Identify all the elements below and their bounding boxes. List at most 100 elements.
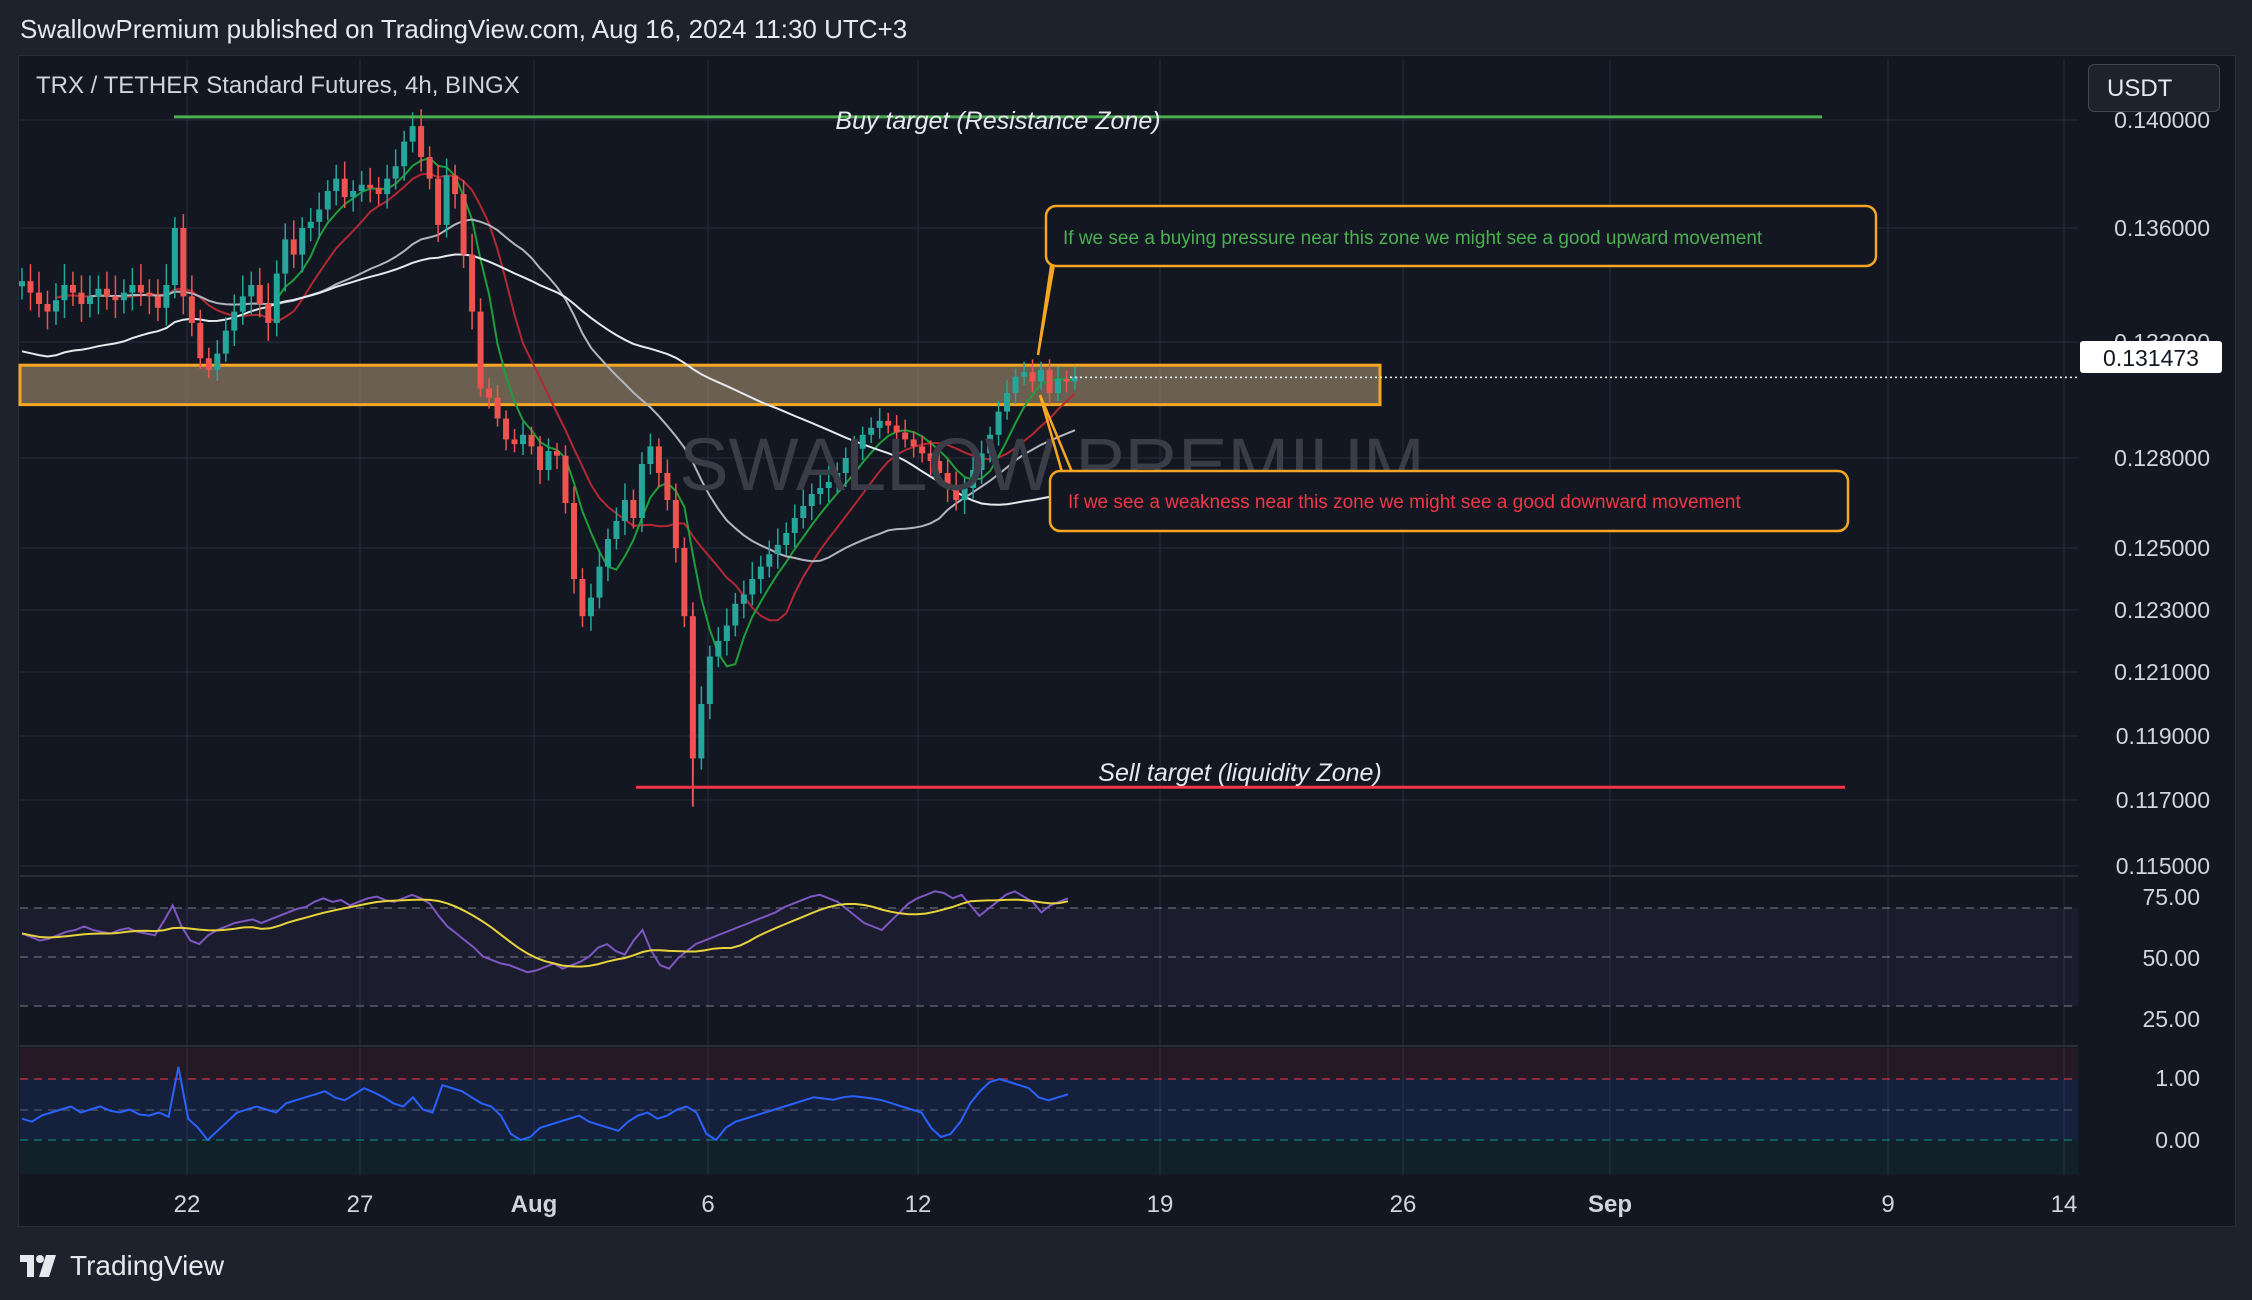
rsi-line [21,890,1069,974]
candle-body [231,311,238,331]
candle-body [1004,393,1011,412]
candle-body [248,285,255,297]
candle-body [995,411,1002,435]
candle-body [791,518,798,533]
tradingview-brand: TradingView [70,1250,225,1281]
candle-body [146,292,153,297]
time-tick-label: 12 [905,1191,932,1218]
price-tick-label: 0.136000 [2114,215,2210,241]
candle-body [944,473,951,488]
rsi-level-label: 75.00 [2142,884,2200,910]
last-price-badge [2080,341,2222,373]
candle-body [86,296,93,304]
candle-body [1029,372,1036,382]
candle-body [120,292,127,301]
candle-body [205,358,212,370]
candle-body [596,566,603,598]
candle-body [987,434,994,454]
candle-body [1038,369,1045,382]
price-tick-label: 0.125000 [2114,535,2210,561]
candle-body [808,494,815,506]
time-tick-label: Sep [1588,1191,1632,1218]
candle-body [834,473,841,482]
candle-body [520,434,527,445]
candle-body [214,353,221,370]
currency-button[interactable]: USDT [2088,64,2220,112]
candle-body [316,209,323,222]
candle-body [477,311,484,389]
osc-band-bot [20,1140,2078,1174]
candle-body [435,178,442,225]
candle-body [503,418,510,440]
candle-body [486,388,493,398]
candle-body [494,397,501,419]
candle-body [613,521,620,539]
candle-body [188,296,195,323]
osc-level-label: 1.00 [2155,1065,2200,1091]
candle-body [19,281,25,287]
candle-body [706,656,713,704]
candle-body [570,503,577,579]
price-tick-label: 0.115000 [2116,853,2210,879]
time-tick-label: 14 [2051,1191,2078,1218]
price-axis: 0.1400000.1360000.1330000.1280000.125000… [2114,107,2210,879]
candle-body [1055,379,1062,394]
candle-body [511,439,518,445]
price-tick-label: 0.119000 [2116,723,2210,749]
candle-body [44,304,51,312]
candle-body [910,439,917,447]
candle-body [825,482,832,488]
osc-band-top [20,1048,2078,1079]
up-callout-box [1044,204,1878,268]
candle-body [112,296,119,301]
candle-body [350,190,357,198]
last-price-label: 0.131473 [2103,345,2199,371]
down-callout-box [1048,469,1850,533]
candle-body [443,175,450,225]
candle-body [273,273,280,323]
candle-body [621,500,628,521]
candle-body [1012,376,1019,394]
candle-body [358,184,365,191]
down-callout-text: If we see a weakness near this zone we m… [1068,492,1741,513]
candle-body [197,323,204,359]
candle-body [902,432,909,440]
candle-body [333,178,340,191]
candle-body [664,473,671,500]
candle-body [401,141,408,167]
candle-body [299,228,306,255]
candle-body [681,548,688,617]
candle-body [460,194,467,255]
candle-body [452,175,459,195]
time-tick-label: 6 [701,1191,714,1218]
candle-body [103,288,110,297]
candle-body [774,545,781,555]
candle-body [978,453,985,470]
down-callout-pointer [1038,394,1074,473]
candle-body [851,448,858,458]
ma-red-line [55,172,1076,622]
candle-body [859,434,866,449]
tradingview-logo[interactable]: TradingView [20,1250,224,1282]
candle-body [732,603,739,626]
buy-target-label: Buy target (Resistance Zone) [835,107,1160,135]
candle-body [757,566,764,579]
rsi-level-label: 50.00 [2142,945,2200,971]
time-tick-label: Aug [511,1191,558,1218]
rsi-ma-line [21,898,1069,968]
tradingview-icon [20,1255,56,1277]
candle-body [604,539,611,567]
price-tick-label: 0.123000 [2114,597,2210,623]
candle-body [137,285,144,293]
candle-body [698,704,705,759]
candle-body [384,178,391,195]
candle-body [171,228,178,285]
candle-body [282,239,289,274]
price-tick-label: 0.121000 [2114,659,2210,685]
candle-body [528,434,535,447]
candle-body [180,228,187,297]
moving-averages [21,156,1076,668]
publisher-line: SwallowPremium published on TradingView.… [20,14,908,44]
rsi-pane: 75.00 50.00 25.00 [20,884,2200,1032]
